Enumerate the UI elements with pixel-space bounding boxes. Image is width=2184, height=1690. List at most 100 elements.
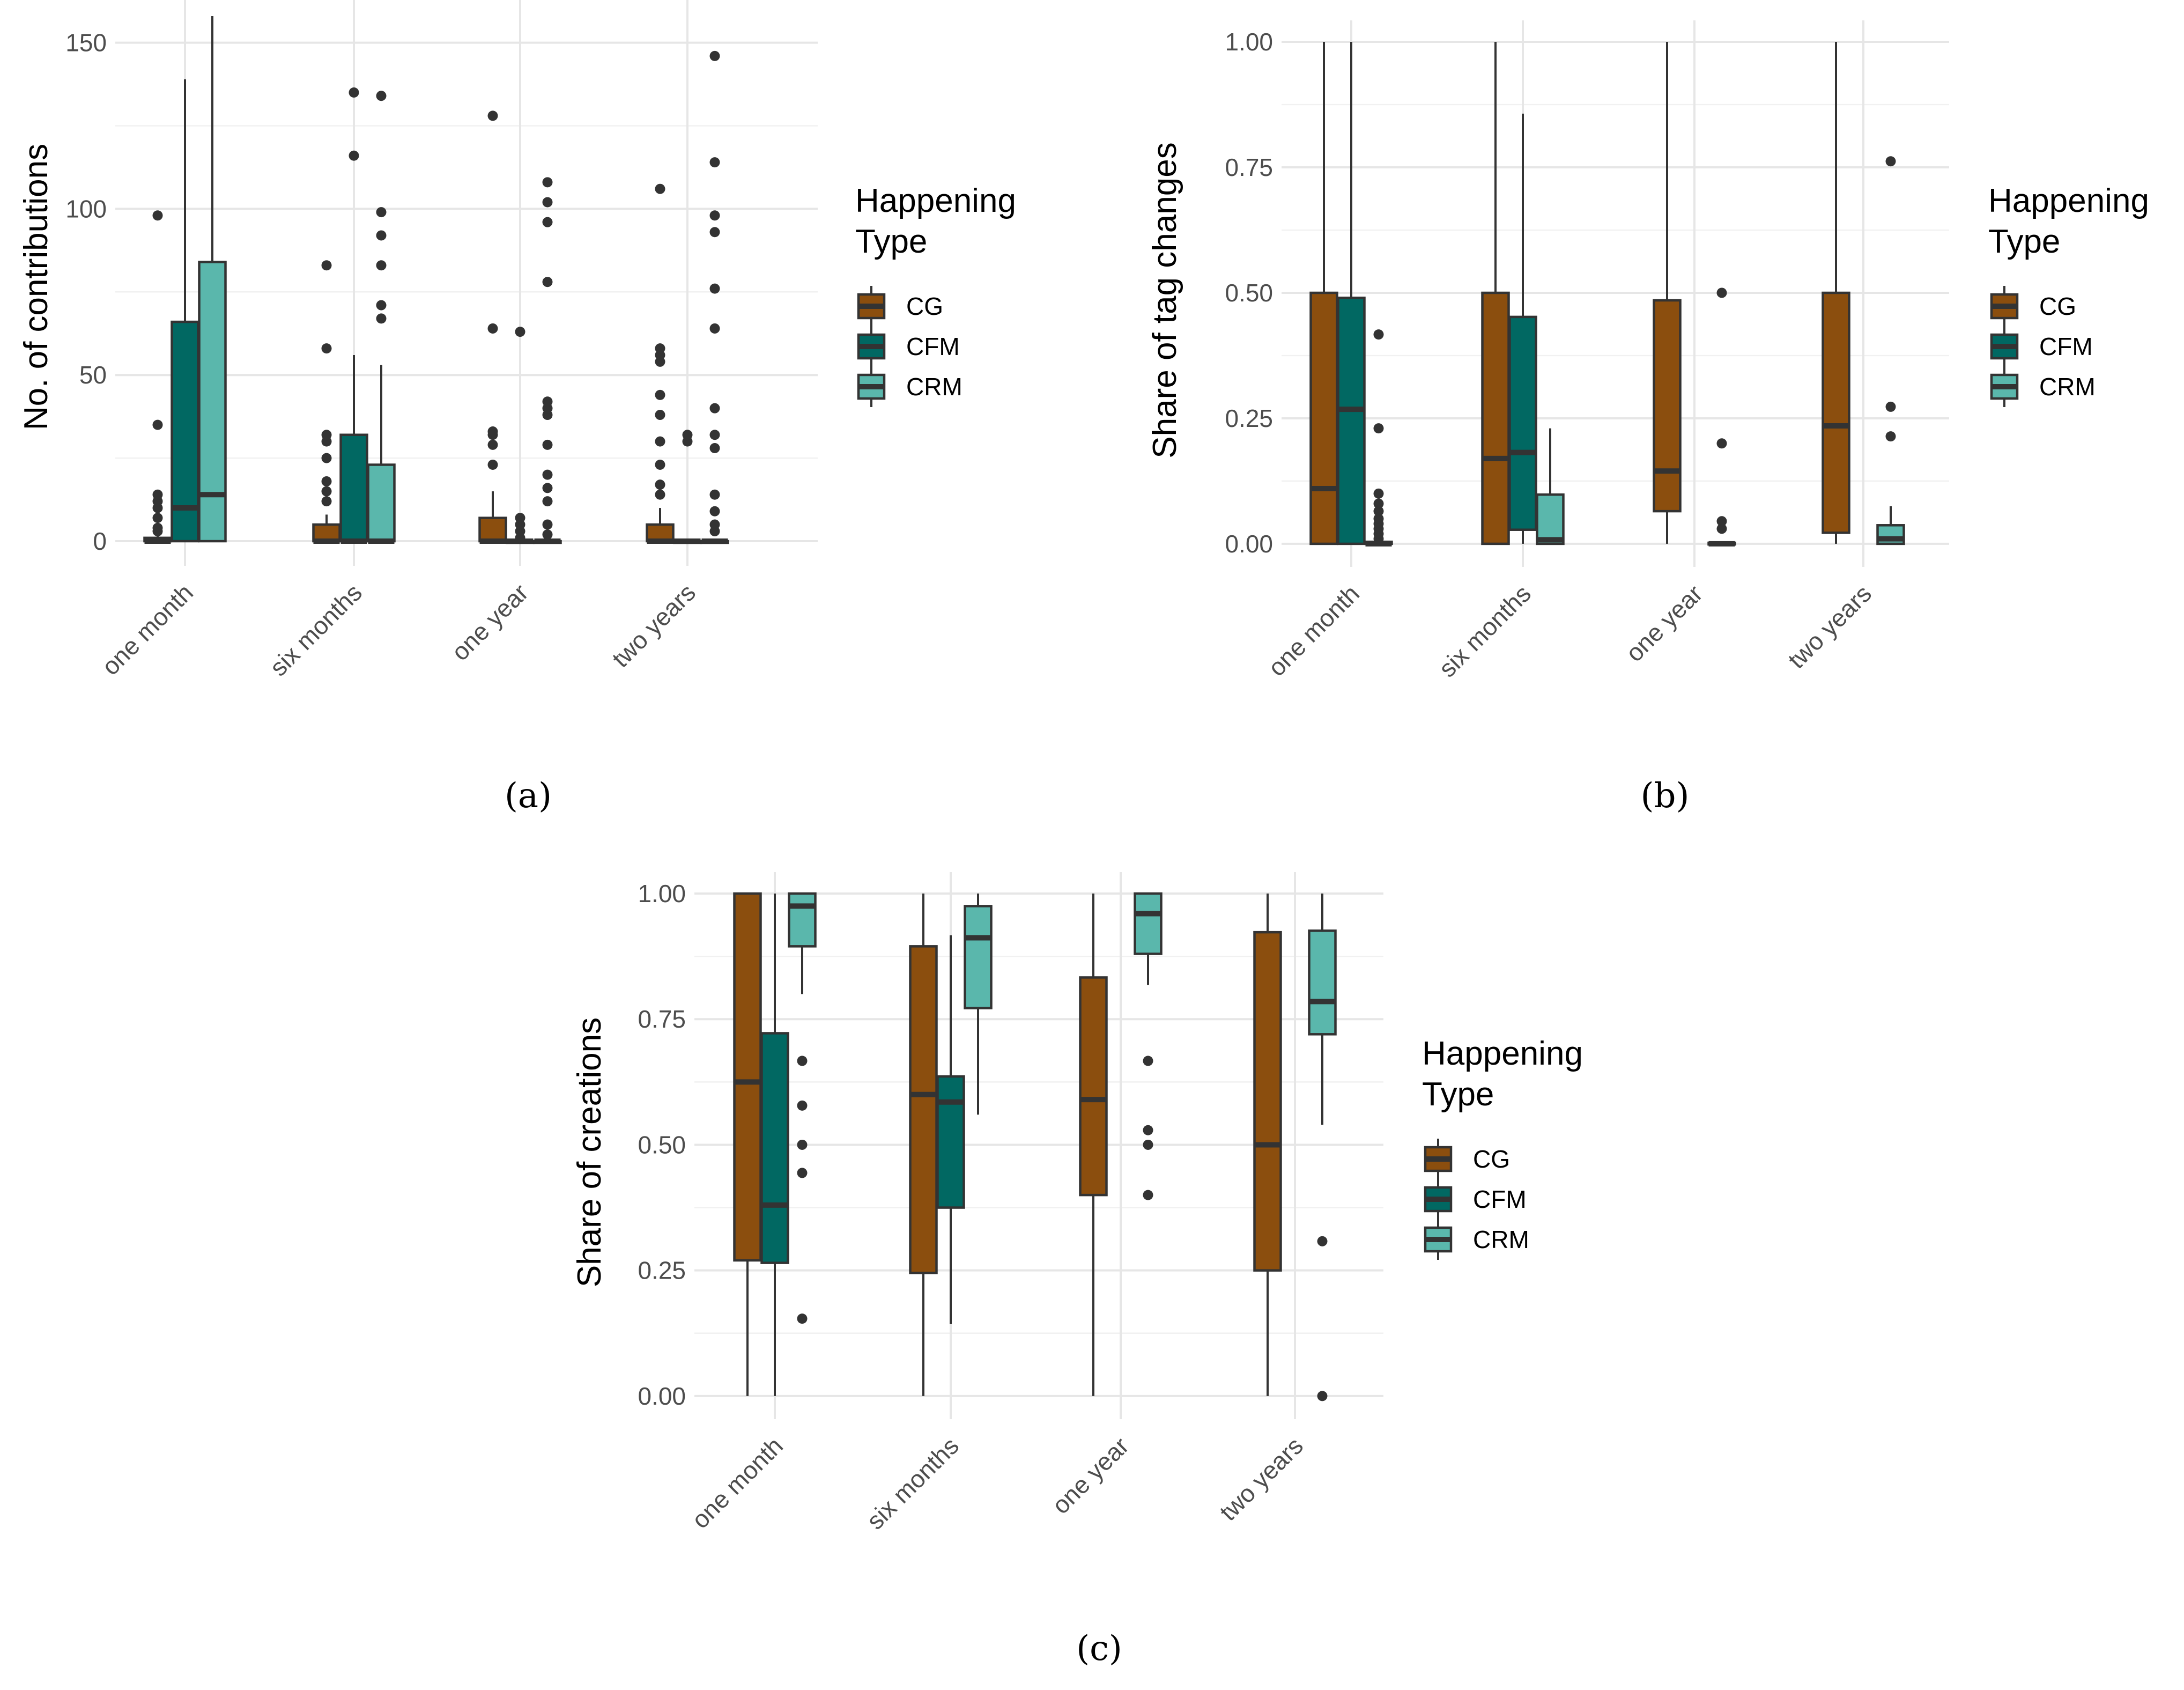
outlier-point: [542, 177, 553, 188]
box-body: [1253, 931, 1282, 1272]
outlier-point: [1373, 498, 1384, 509]
box-CFM-2: [506, 327, 535, 544]
x-tick-label: one year: [1047, 1431, 1134, 1519]
outlier-point: [1143, 1125, 1153, 1135]
box-CRM-1: [1536, 428, 1565, 545]
box-body: [478, 516, 507, 543]
outlier-point: [542, 483, 553, 493]
box-CG-0: [1309, 42, 1338, 545]
box-CG-1: [1481, 42, 1510, 545]
outlier-point: [487, 439, 498, 450]
x-tick-label: one month: [686, 1431, 788, 1533]
y-tick-label: 100: [65, 195, 107, 223]
outlier-point: [655, 410, 665, 420]
outlier-point: [709, 430, 720, 440]
outlier-point: [1373, 329, 1384, 340]
box-CG-0: [733, 892, 762, 1396]
y-tick-label: 50: [79, 361, 107, 389]
box-CFM-0: [760, 894, 789, 1396]
box-body: [1822, 291, 1850, 534]
outlier-point: [797, 1168, 808, 1178]
box-CG-3: [1253, 894, 1282, 1396]
outlier-point: [1716, 516, 1727, 527]
outlier-point: [1885, 156, 1896, 167]
outlier-point: [542, 396, 553, 407]
outlier-point: [321, 430, 332, 440]
outlier-point: [515, 513, 525, 523]
box-CFM-0: [171, 79, 199, 543]
outlier-point: [797, 1056, 808, 1066]
box-CRM-3: [1876, 156, 1905, 545]
y-tick-label: 0.00: [1225, 530, 1273, 558]
box-body: [1308, 929, 1337, 1036]
box-CRM-0: [198, 16, 227, 543]
box-body: [171, 320, 199, 543]
y-tick-label: 1.00: [1225, 28, 1273, 56]
box-CG-3: [1822, 42, 1850, 544]
outlier-point: [321, 453, 332, 463]
x-tick-label: two years: [1782, 579, 1877, 674]
outlier-point: [542, 197, 553, 208]
outlier-point: [1317, 1236, 1328, 1246]
panel-caption: (a): [505, 776, 552, 816]
outlier-point: [515, 327, 525, 337]
outlier-point: [655, 436, 665, 447]
chart-panel-c: 0.00 0.25 0.50 0.75 1.00 one month six months o…: [571, 872, 1583, 1669]
y-tick-label: 0.75: [1225, 153, 1273, 181]
outlier-point: [655, 343, 665, 354]
box-body: [1653, 299, 1682, 513]
outlier-point: [797, 1100, 808, 1111]
box-CG-1: [909, 894, 938, 1396]
box-body: [760, 1032, 789, 1264]
outlier-point: [487, 426, 498, 437]
legend: Happening Type CG CFM CRM: [1988, 182, 2149, 407]
outlier-point: [655, 389, 665, 400]
outlier-point: [797, 1139, 808, 1150]
outlier-point: [1373, 423, 1384, 434]
legend-label-crm: CRM: [2039, 373, 2096, 401]
outlier-point: [1317, 1391, 1328, 1401]
legend-title-line1: Happening: [1422, 1035, 1583, 1072]
legend-label-cg: CG: [1473, 1145, 1510, 1173]
outlier-point: [376, 313, 387, 324]
y-axis-title: Share of creations: [571, 1017, 608, 1287]
y-tick-label: 150: [65, 29, 107, 57]
x-tick-label: two years: [1214, 1431, 1308, 1526]
outlier-point: [152, 210, 163, 221]
outlier-point: [152, 489, 163, 500]
chart-panel-a: 0 50 100 150 one month six months one year two …: [18, 0, 1016, 816]
x-tick-label: one month: [97, 578, 198, 680]
outlier-point: [655, 460, 665, 470]
x-tick-label: six months: [861, 1431, 964, 1534]
x-tick-label: one year: [1620, 579, 1708, 667]
box-CRM-0: [788, 892, 817, 1324]
legend-label-cg: CG: [2039, 292, 2076, 320]
outlier-point: [542, 469, 553, 480]
legend-label-cfm: CFM: [1473, 1185, 1527, 1213]
box-CG-2: [478, 110, 507, 544]
outlier-point: [709, 519, 720, 530]
box-body: [733, 892, 762, 1262]
chart-panel-b: 0.00 0.25 0.50 0.75 1.00 one month six months o…: [1146, 20, 2149, 816]
outlier-point: [1143, 1190, 1153, 1200]
outlier-point: [542, 529, 553, 540]
box-CRM-3: [700, 50, 729, 544]
box-body: [339, 433, 368, 543]
x-tick-label: two years: [606, 578, 701, 673]
x-tick-label: one month: [1263, 579, 1365, 681]
box-CRM-2: [1134, 892, 1163, 1200]
legend-label-cg: CG: [906, 292, 943, 320]
legend: Happening Type CG CFM CRM: [855, 182, 1016, 407]
box-CRM-2: [533, 177, 562, 544]
outlier-point: [682, 430, 693, 440]
outlier-point: [349, 87, 359, 98]
outlier-point: [542, 217, 553, 227]
outlier-point: [321, 496, 332, 507]
outlier-point: [376, 300, 387, 311]
outlier-point: [797, 1313, 808, 1324]
outlier-point: [376, 260, 387, 271]
outlier-point: [655, 489, 665, 500]
outlier-point: [709, 506, 720, 516]
outlier-point: [655, 183, 665, 194]
